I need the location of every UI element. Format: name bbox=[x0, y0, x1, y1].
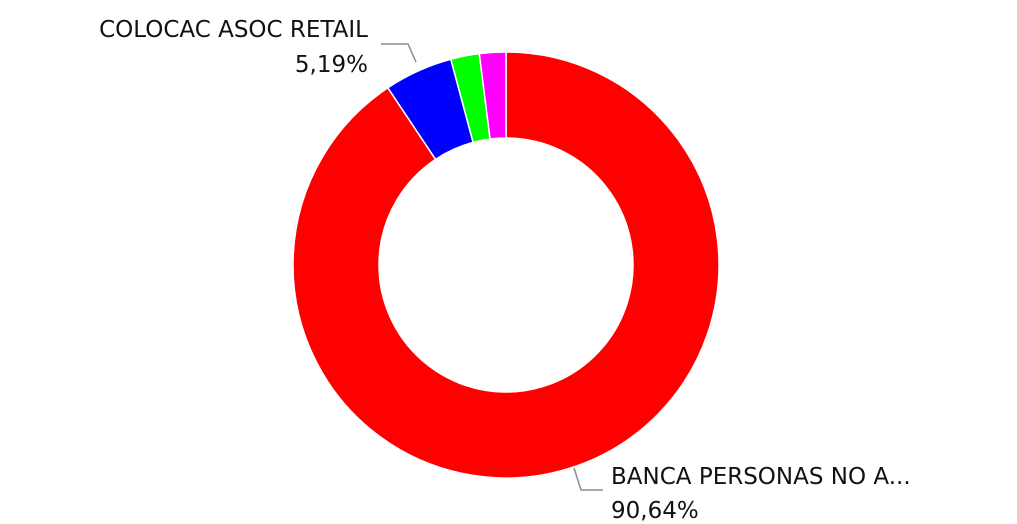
data-label-colocac-value: 5,19% bbox=[295, 52, 368, 78]
donut-slice-1 bbox=[292, 51, 720, 479]
data-label-banca-value: 90,64% bbox=[611, 498, 699, 524]
leader-line-colocac bbox=[381, 43, 417, 63]
donut-slices bbox=[292, 51, 720, 479]
donut-slice-4 bbox=[478, 51, 507, 140]
data-label-colocac-name: COLOCAC ASOC RETAIL bbox=[99, 17, 368, 43]
leader-line-banca bbox=[573, 467, 603, 491]
data-label-banca-name: BANCA PERSONAS NO A... bbox=[611, 464, 911, 490]
